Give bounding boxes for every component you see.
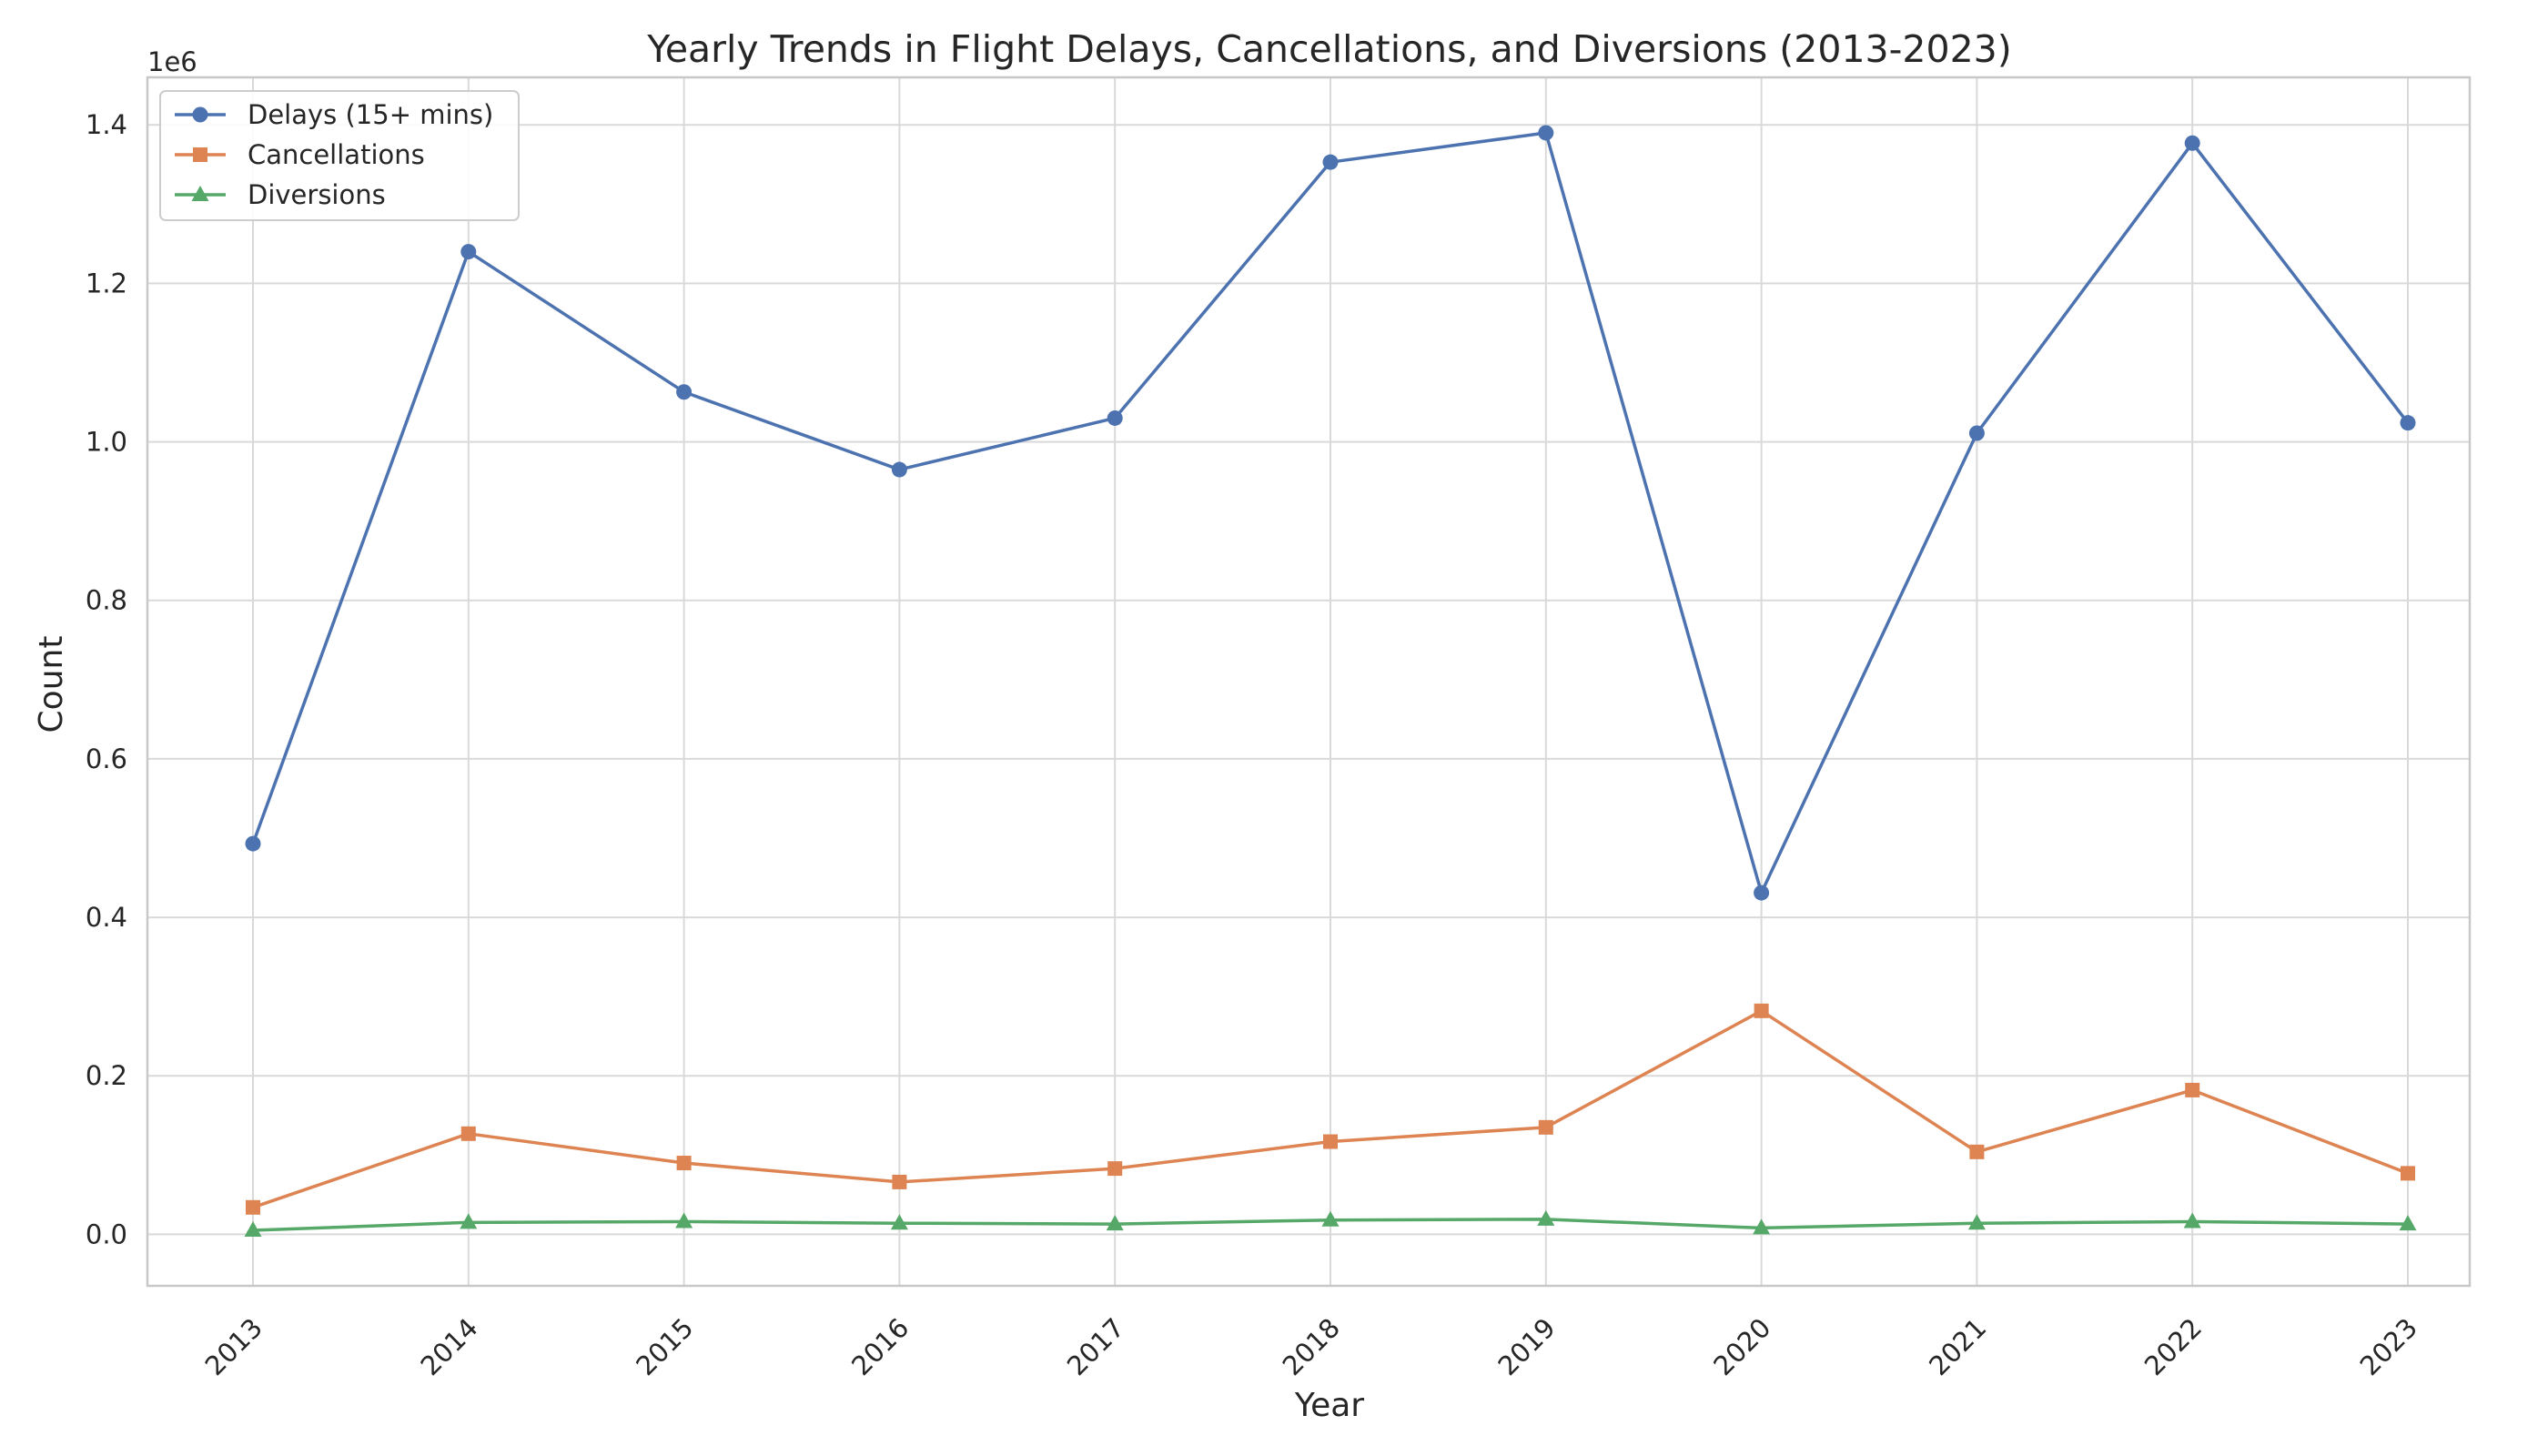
data-point xyxy=(1538,125,1554,141)
y-axis-label: Count xyxy=(33,636,70,733)
x-tick-label: 2020 xyxy=(1707,1312,1776,1381)
x-tick-label: 2018 xyxy=(1277,1312,1346,1381)
data-point xyxy=(1967,1214,1986,1230)
data-point xyxy=(1323,1134,1338,1149)
data-point xyxy=(1322,154,1339,170)
data-point xyxy=(1107,410,1123,426)
data-point xyxy=(244,1221,262,1238)
y-tick-label: 1.4 xyxy=(86,109,127,140)
data-point xyxy=(245,835,261,852)
x-axis-label: Year xyxy=(1294,1387,1364,1424)
legend-marker xyxy=(192,106,208,123)
x-tick-label: 2022 xyxy=(2138,1312,2208,1381)
data-point xyxy=(891,461,907,478)
legend-item-diversions: Diversions xyxy=(175,179,386,210)
legend-label: Diversions xyxy=(248,179,386,210)
data-point xyxy=(1969,1144,1985,1159)
y-tick-label: 0.4 xyxy=(86,902,127,933)
data-point xyxy=(2183,1212,2201,1228)
x-axis-ticks: 2013 2014 2015 2016 2017 2018 2019 2020 2021 2022… xyxy=(199,1312,2423,1381)
data-point xyxy=(890,1214,908,1230)
y-tick-label: 0.0 xyxy=(86,1218,127,1249)
data-point xyxy=(892,1174,907,1189)
data-point xyxy=(246,1199,260,1215)
chart-title: Yearly Trends in Flight Delays, Cancella… xyxy=(646,27,2012,71)
data-point xyxy=(1106,1215,1124,1231)
y-tick-label: 0.6 xyxy=(86,743,127,774)
y-offset-label: 1e6 xyxy=(147,46,197,77)
data-point xyxy=(1537,1209,1555,1226)
data-point xyxy=(1107,1161,1123,1177)
data-point xyxy=(1321,1210,1340,1227)
y-tick-label: 0.2 xyxy=(86,1060,127,1091)
legend-marker xyxy=(193,147,207,162)
x-tick-label: 2014 xyxy=(415,1312,484,1381)
x-tick-label: 2013 xyxy=(199,1312,268,1381)
data-point xyxy=(1538,1119,1553,1135)
data-point xyxy=(675,1212,693,1228)
gridlines xyxy=(147,77,2470,1286)
legend-box xyxy=(159,90,520,221)
y-axis-ticks: 0.0 0.2 0.4 0.6 0.8 1.0 1.2 1.4 xyxy=(86,109,127,1249)
data-point xyxy=(2185,1082,2200,1097)
data-point xyxy=(460,244,477,260)
data-point xyxy=(2401,1166,2415,1181)
data-point xyxy=(460,1213,478,1229)
data-point xyxy=(676,384,693,400)
y-tick-label: 1.0 xyxy=(86,427,127,458)
legend-item-delays-15-mins: Delays (15+ mins) xyxy=(175,99,493,130)
series-layer xyxy=(244,125,2417,1238)
data-point xyxy=(2399,1215,2417,1231)
x-tick-label: 2016 xyxy=(845,1312,915,1381)
plot-frame xyxy=(146,76,2472,1288)
legend: Delays (15+ mins) Cancellations Diversions xyxy=(159,90,520,221)
x-tick-label: 2021 xyxy=(1923,1312,1992,1381)
legend-marker xyxy=(191,186,209,201)
series-cancellations xyxy=(246,1003,2415,1215)
data-point xyxy=(1968,425,1985,441)
x-tick-label: 2023 xyxy=(2354,1312,2423,1381)
data-point xyxy=(460,1126,476,1141)
x-tick-label: 2019 xyxy=(1492,1312,1562,1381)
y-tick-label: 0.8 xyxy=(86,585,127,616)
data-point xyxy=(1754,885,1770,901)
data-point xyxy=(1754,1003,1769,1018)
x-tick-label: 2015 xyxy=(630,1312,699,1381)
y-tick-label: 1.2 xyxy=(86,268,127,298)
series-delays-15-mins xyxy=(245,125,2416,901)
data-point xyxy=(1753,1218,1771,1235)
data-point xyxy=(676,1156,692,1171)
data-point xyxy=(2184,135,2200,151)
data-point xyxy=(2400,415,2416,431)
legend-item-cancellations: Cancellations xyxy=(175,139,425,170)
legend-label: Cancellations xyxy=(248,139,425,170)
x-tick-label: 2017 xyxy=(1061,1312,1130,1381)
series-diversions xyxy=(244,1209,2417,1238)
legend-label: Delays (15+ mins) xyxy=(248,99,493,130)
